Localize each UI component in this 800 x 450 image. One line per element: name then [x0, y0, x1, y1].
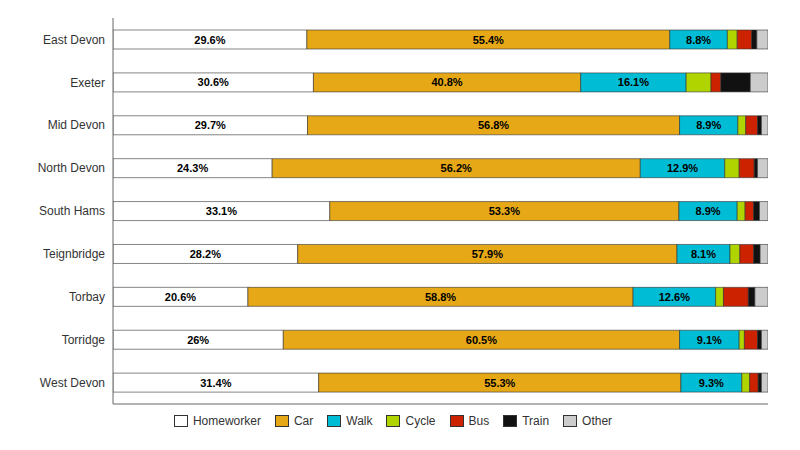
- svg-text:Torridge: Torridge: [62, 333, 106, 347]
- svg-text:8.9%: 8.9%: [696, 119, 721, 131]
- svg-text:56.8%: 56.8%: [478, 119, 509, 131]
- svg-text:North Devon: North Devon: [38, 161, 105, 175]
- svg-text:57.9%: 57.9%: [472, 248, 503, 260]
- svg-text:West Devon: West Devon: [40, 376, 105, 390]
- svg-text:33.1%: 33.1%: [206, 205, 237, 217]
- svg-text:26%: 26%: [187, 334, 209, 346]
- svg-text:53.3%: 53.3%: [489, 205, 520, 217]
- svg-text:16.1%: 16.1%: [618, 76, 649, 88]
- html-text:Car: Car: [293, 414, 314, 428]
- svg-text:20.6%: 20.6%: [165, 291, 196, 303]
- svg-text:9.1%: 9.1%: [697, 334, 722, 346]
- svg-text:58.8%: 58.8%: [425, 291, 456, 303]
- svg-text:40.8%: 40.8%: [431, 76, 462, 88]
- svg-text:12.9%: 12.9%: [667, 162, 698, 174]
- svg-text:24.3%: 24.3%: [177, 162, 208, 174]
- svg-text:Mid Devon: Mid Devon: [48, 118, 105, 132]
- svg-text:9.3%: 9.3%: [699, 377, 724, 389]
- svg-text:29.6%: 29.6%: [194, 34, 225, 46]
- svg-text:8.9%: 8.9%: [696, 205, 721, 217]
- svg-text:56.2%: 56.2%: [441, 162, 472, 174]
- html-text:Homeworker: Homeworker: [192, 414, 261, 428]
- html-text:Cycle: Cycle: [405, 414, 436, 428]
- svg-text:Teignbridge: Teignbridge: [43, 247, 105, 261]
- svg-text:East Devon: East Devon: [43, 33, 105, 47]
- svg-text:Exeter: Exeter: [70, 76, 105, 90]
- svg-text:South Hams: South Hams: [39, 204, 105, 218]
- svg-text:8.1%: 8.1%: [691, 248, 716, 260]
- svg-text:30.6%: 30.6%: [198, 76, 229, 88]
- svg-text:55.3%: 55.3%: [484, 377, 515, 389]
- svg-text:29.7%: 29.7%: [195, 119, 226, 131]
- html-text:Walk: Walk: [346, 414, 373, 428]
- html-text:Bus: Bus: [468, 414, 490, 428]
- svg-text:8.8%: 8.8%: [686, 34, 711, 46]
- svg-text:55.4%: 55.4%: [473, 34, 504, 46]
- svg-text:31.4%: 31.4%: [200, 377, 231, 389]
- html-text:Train: Train: [522, 414, 550, 428]
- svg-text:Torbay: Torbay: [69, 290, 105, 304]
- svg-text:60.5%: 60.5%: [466, 334, 497, 346]
- svg-text:28.2%: 28.2%: [190, 248, 221, 260]
- html-text:Other: Other: [582, 414, 613, 428]
- svg-text:12.6%: 12.6%: [659, 291, 690, 303]
